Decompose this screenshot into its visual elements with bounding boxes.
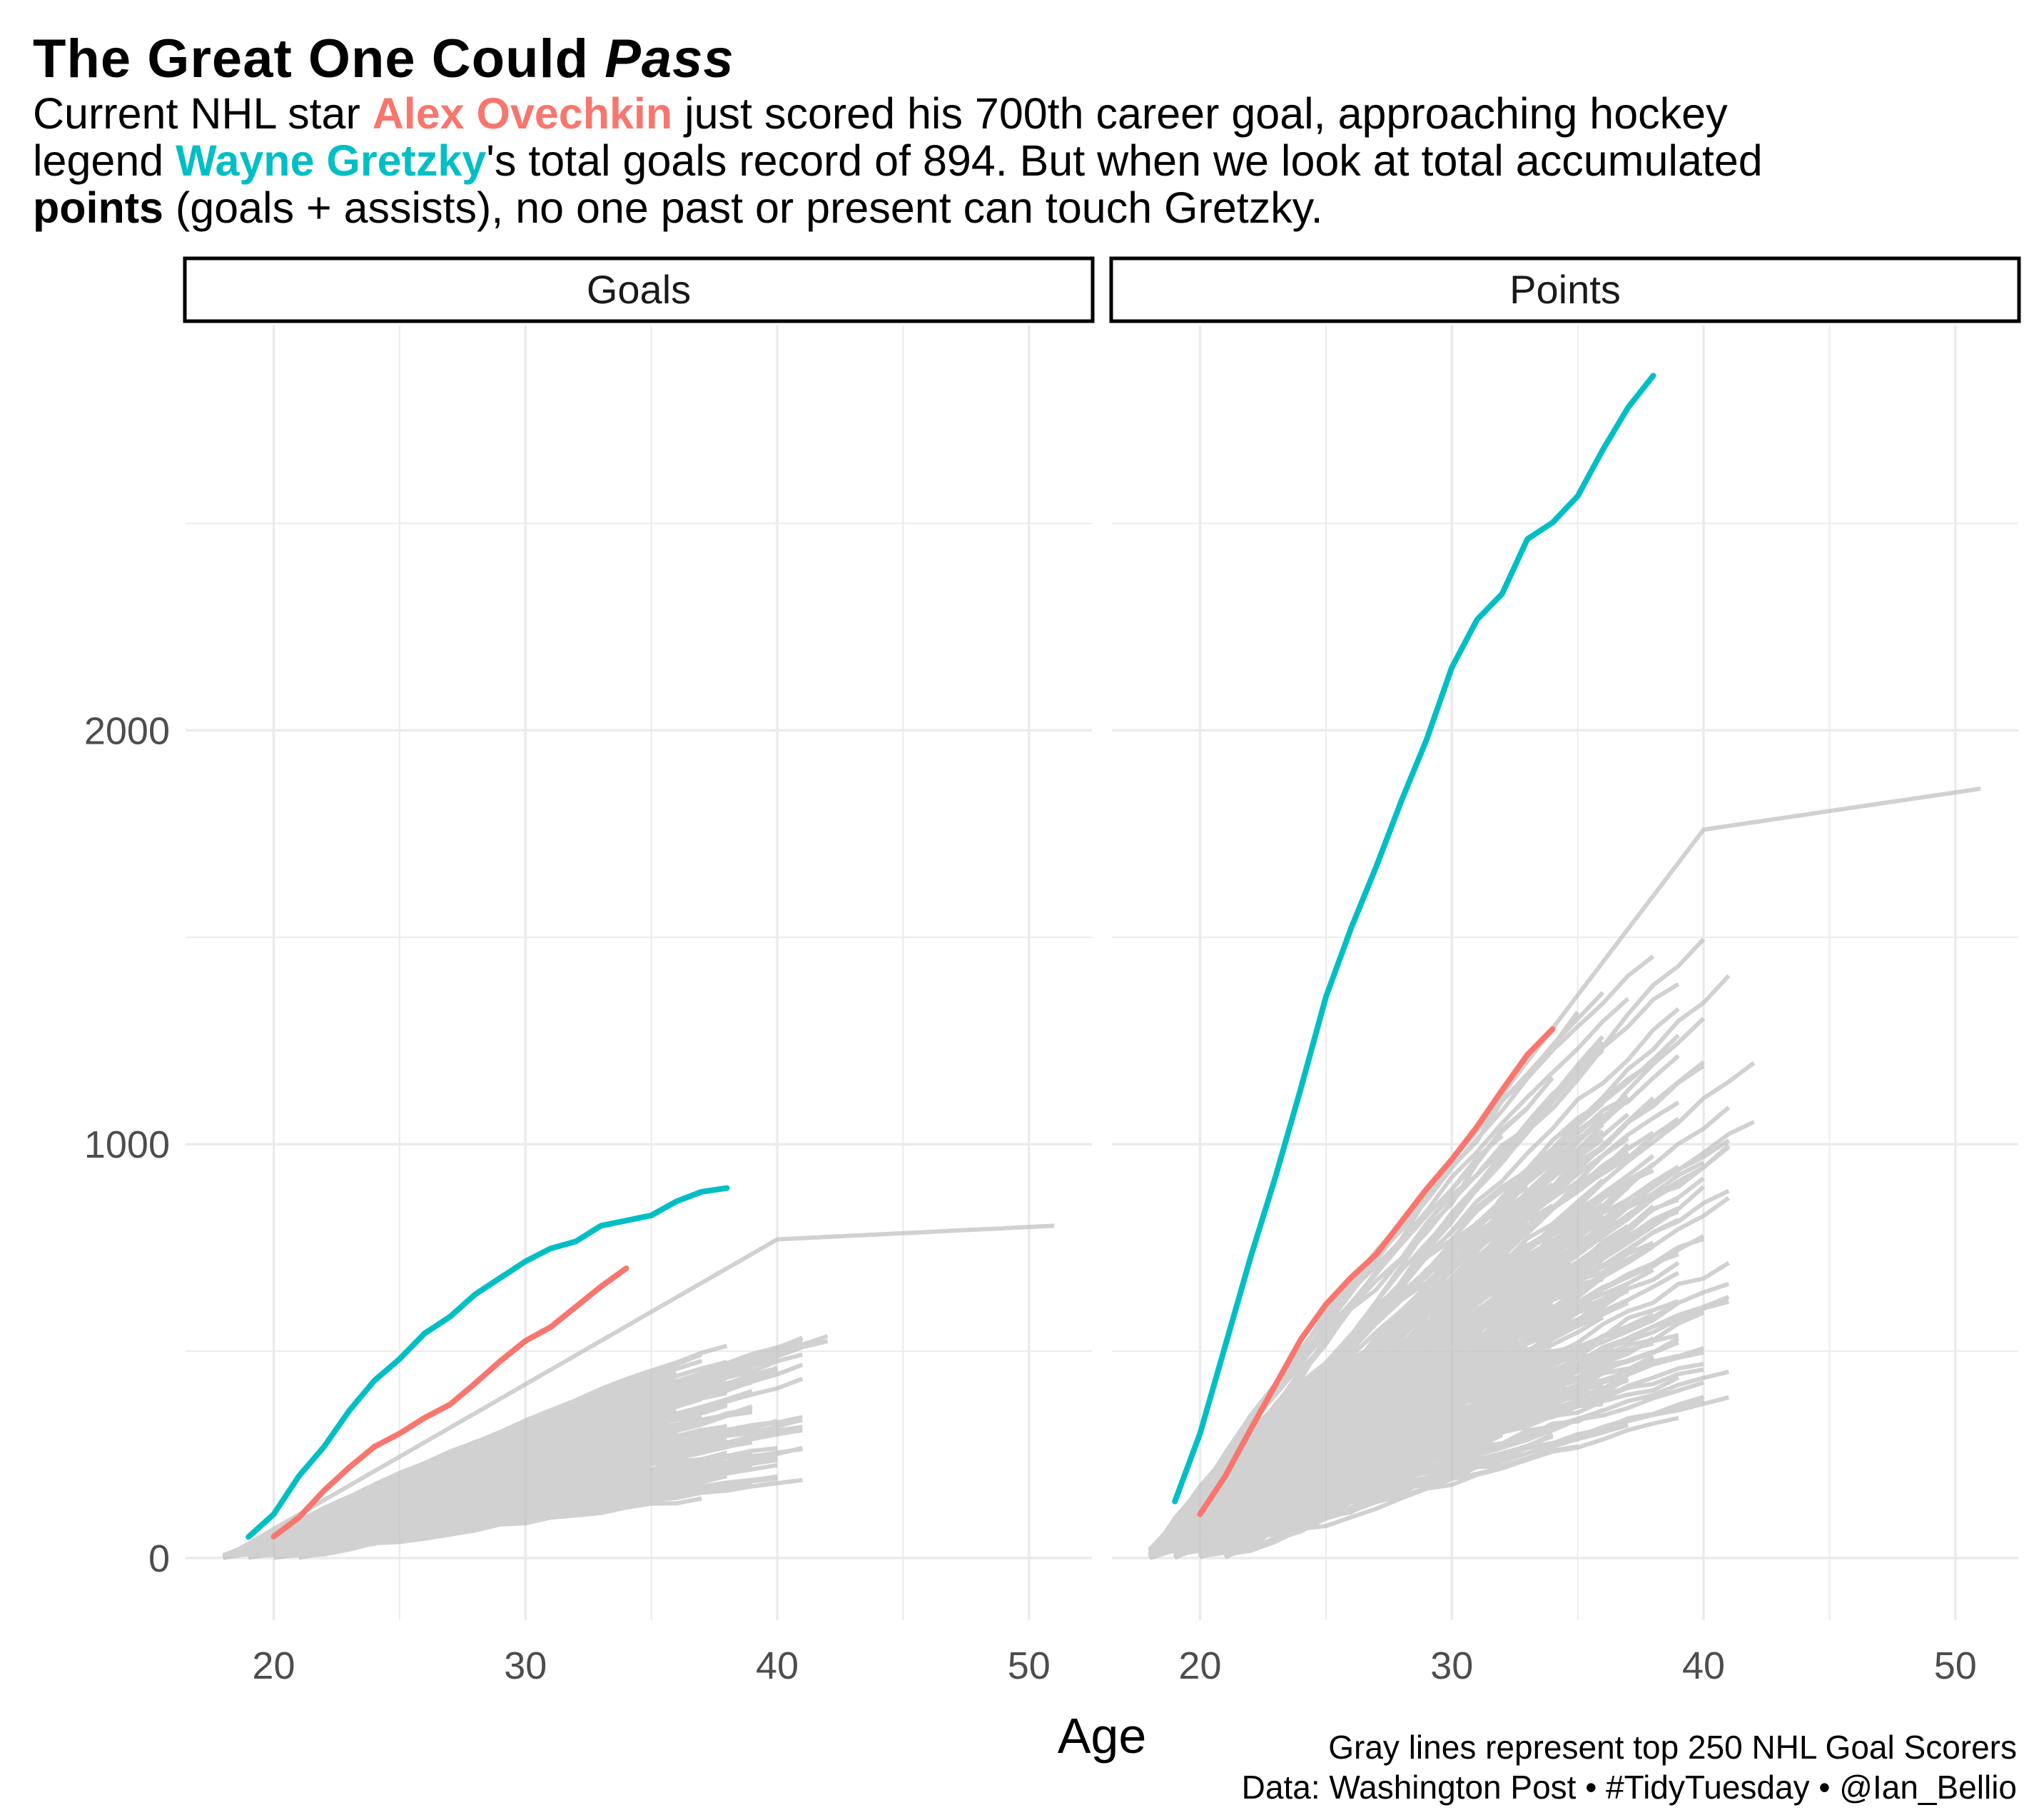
points-others-series	[1148, 787, 1981, 1560]
other-player-line	[1199, 1299, 1730, 1558]
goals-strip	[183, 256, 1095, 323]
subtitle-text: Current NHL star	[33, 89, 373, 138]
y-tick-label: 0	[148, 1537, 170, 1580]
x-tick-label: 40	[1682, 1644, 1725, 1687]
other-player-line	[1148, 787, 1981, 1559]
chart-subtitle: Current NHL star Alex Ovechkin just scor…	[33, 90, 2017, 231]
other-player-line	[1224, 1307, 1604, 1557]
chart-caption: Gray lines represent top 250 NHL Goal Sc…	[1242, 1727, 2017, 1807]
other-player-line	[1198, 1293, 1554, 1559]
x-axis-title: Age	[1058, 1708, 1147, 1764]
subtitle-line-3: points (goals + assists), no one past or…	[33, 184, 2017, 231]
other-player-line	[1148, 982, 1680, 1559]
gretzky-highlight: Wayne Gretzky	[176, 136, 487, 185]
other-player-line	[222, 1223, 1055, 1560]
subtitle-text: legend	[33, 136, 176, 185]
other-player-line	[273, 1425, 803, 1559]
other-player-line	[298, 1485, 627, 1558]
goals-alex-ovechkin-line	[270, 1265, 629, 1540]
subtitle-line-1: Current NHL star Alex Ovechkin just scor…	[33, 90, 2017, 137]
x-tick-label: 50	[1934, 1644, 1977, 1687]
other-player-line	[1224, 1260, 1730, 1556]
other-player-line	[1148, 1301, 1554, 1557]
other-player-line	[273, 1403, 627, 1559]
chart-header: The Great One Could Pass Current NHL sta…	[33, 27, 2017, 231]
x-tick-label: 30	[504, 1644, 547, 1687]
x-tick-label: 20	[252, 1644, 295, 1687]
other-player-line	[1173, 1408, 1503, 1558]
x-tick-label: 20	[1178, 1644, 1221, 1687]
caption-line-1: Gray lines represent top 250 NHL Goal Sc…	[1328, 1729, 2017, 1766]
other-player-line	[1173, 1185, 1630, 1554]
y-tick-label: 1000	[84, 1123, 170, 1166]
other-player-line	[1224, 1395, 1704, 1557]
other-player-line	[222, 1353, 753, 1559]
title-emphasis: Pass	[604, 29, 734, 89]
subtitle-line-2: legend Wayne Gretzky's total goals recor…	[33, 137, 2017, 184]
other-player-line	[1148, 1341, 1654, 1558]
goals-others-series	[222, 1223, 1055, 1560]
points-strip-label: Points	[1509, 267, 1621, 312]
other-player-line	[1148, 1116, 1680, 1560]
subtitle-text: just scored his 700th career goal, appro…	[672, 89, 1728, 138]
chart-title: The Great One Could Pass	[33, 27, 2017, 91]
caption-line-2: Data: Washington Post • #TidyTuesday • @…	[1241, 1769, 2017, 1806]
other-player-line	[248, 1369, 778, 1557]
points-wayne-gretzky-line	[1172, 373, 1656, 1505]
other-player-line	[223, 1482, 727, 1559]
points-emphasis: points	[33, 183, 163, 232]
subtitle-text: 's total goals record of 894. But when w…	[486, 136, 1763, 185]
goals-strip-label: Goals	[587, 267, 691, 312]
x-tick-label: 50	[1008, 1644, 1051, 1687]
points-strip	[1109, 256, 2021, 323]
other-player-line	[223, 1439, 627, 1559]
other-player-line	[1148, 1193, 1604, 1556]
other-player-line	[1174, 1234, 1705, 1555]
other-player-line	[248, 1427, 703, 1559]
x-tick-label: 30	[1430, 1644, 1473, 1687]
x-tick-label: 40	[756, 1644, 799, 1687]
subtitle-text: (goals + assists), no one past or presen…	[163, 183, 1323, 232]
title-main: The Great One Could	[33, 29, 590, 89]
ovechkin-highlight: Alex Ovechkin	[372, 89, 673, 138]
other-player-line	[248, 1458, 677, 1559]
goals-wayne-gretzky-line	[246, 1185, 730, 1540]
points-alex-ovechkin-line	[1197, 1026, 1556, 1517]
y-tick-label: 2000	[84, 709, 170, 752]
other-player-line	[1224, 1342, 1554, 1552]
